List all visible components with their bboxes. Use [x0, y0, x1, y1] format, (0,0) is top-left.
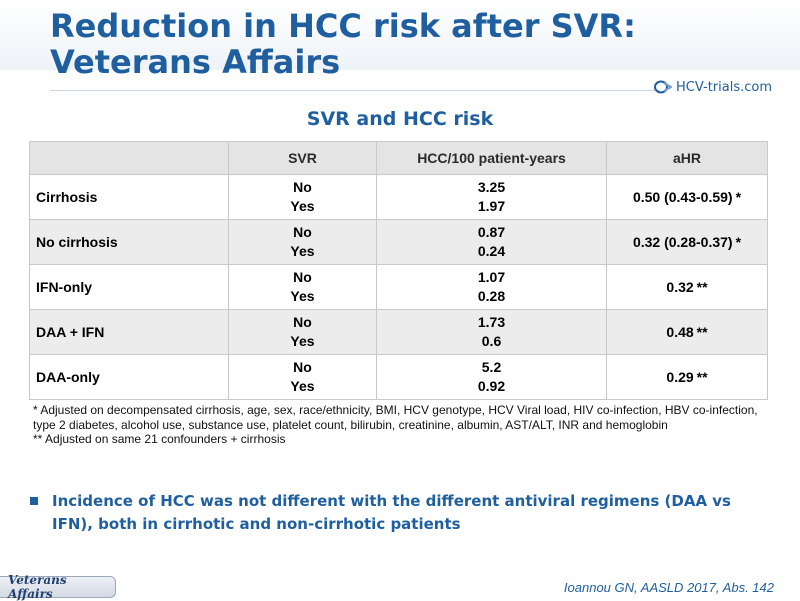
- hcc-svr: 0.92: [477, 378, 506, 394]
- ahr-value: 0.32 (0.28-0.37): [632, 234, 733, 250]
- hcc-no-svr: 1.73: [477, 314, 506, 330]
- row-label: IFN-only: [29, 264, 229, 310]
- hcc-no-svr: 5.2: [481, 359, 502, 375]
- hcc-no-svr: 1.07: [477, 269, 506, 285]
- footnote-2: ** Adjusted on same 21 confounders + cir…: [33, 432, 286, 446]
- row-label: No cirrhosis: [29, 219, 229, 265]
- svr-cell: No Yes: [228, 264, 377, 310]
- ahr-cell: 0.29 **: [606, 354, 768, 400]
- ahr-value: 0.29: [666, 369, 694, 385]
- svr-no: No: [293, 224, 312, 240]
- hcc-svr: 0.6: [481, 333, 502, 349]
- svr-cell: No Yes: [228, 354, 377, 400]
- table-header-row: SVR HCC/100 patient-years aHR: [29, 141, 768, 175]
- hcc-svr: 0.24: [477, 243, 506, 259]
- ahr-value: 0.32: [666, 279, 694, 295]
- hcc-svr: 0.28: [477, 288, 506, 304]
- table-heading: SVR and HCC risk: [306, 108, 494, 130]
- footnotes: * Adjusted on decompensated cirrhosis, a…: [33, 403, 763, 447]
- row-label: DAA + IFN: [29, 309, 229, 355]
- ahr-footnote-mark: **: [696, 279, 708, 295]
- row-label: DAA-only: [29, 354, 229, 400]
- hcc-svr: 1.97: [477, 198, 506, 214]
- square-bullet-icon: [30, 497, 38, 505]
- title-divider: [50, 90, 660, 91]
- table-row: IFN-only No Yes 1.07 0.28 0.32 **: [29, 264, 768, 310]
- ahr-cell: 0.50 (0.43-0.59) *: [606, 174, 768, 220]
- page-title: Reduction in HCC risk after SVR: Veteran…: [50, 8, 750, 80]
- table-row: DAA + IFN No Yes 1.73 0.6 0.48 **: [29, 309, 768, 355]
- svr-no: No: [293, 179, 312, 195]
- hcc-cell: 1.73 0.6: [376, 309, 607, 355]
- header-svr: SVR: [228, 141, 377, 175]
- ahr-cell: 0.32 **: [606, 264, 768, 310]
- svr-yes: Yes: [290, 333, 315, 349]
- svr-cell: No Yes: [228, 309, 377, 355]
- row-label: Cirrhosis: [29, 174, 229, 220]
- ahr-cell: 0.48 **: [606, 309, 768, 355]
- svr-yes: Yes: [290, 243, 315, 259]
- hcv-trials-logo-icon: [654, 80, 673, 94]
- citation: Ioannou GN, AASLD 2017, Abs. 142: [563, 580, 774, 595]
- logo-text: HCV-trials.com: [676, 79, 772, 95]
- hcc-cell: 3.25 1.97: [376, 174, 607, 220]
- ahr-footnote-mark: *: [735, 189, 742, 205]
- hcc-no-svr: 3.25: [477, 179, 506, 195]
- ahr-footnote-mark: *: [735, 234, 742, 250]
- ahr-footnote-mark: **: [696, 324, 708, 340]
- hcc-risk-table: SVR HCC/100 patient-years aHR Cirrhosis …: [29, 141, 768, 400]
- footnote-1: * Adjusted on decompensated cirrhosis, a…: [33, 403, 758, 432]
- hcc-no-svr: 0.87: [477, 224, 506, 240]
- ahr-cell: 0.32 (0.28-0.37) *: [606, 219, 768, 265]
- svr-yes: Yes: [290, 198, 315, 214]
- ahr-footnote-mark: **: [696, 369, 708, 385]
- header-ahr: aHR: [606, 141, 768, 175]
- hcc-cell: 5.2 0.92: [376, 354, 607, 400]
- hcc-cell: 1.07 0.28: [376, 264, 607, 310]
- hcc-cell: 0.87 0.24: [376, 219, 607, 265]
- table-row: Cirrhosis No Yes 3.25 1.97 0.50 (0.43-0.…: [29, 174, 768, 220]
- brand-logo: HCV-trials.com: [654, 76, 772, 98]
- header-hcc-rate: HCC/100 patient-years: [376, 141, 607, 175]
- svr-yes: Yes: [290, 288, 315, 304]
- svr-no: No: [293, 269, 312, 285]
- section-badge: Veterans Affairs: [0, 573, 116, 601]
- svr-no: No: [293, 359, 312, 375]
- ahr-value: 0.50 (0.43-0.59): [632, 189, 733, 205]
- title-band: [0, 0, 800, 70]
- key-finding-text: Incidence of HCC was not different with …: [52, 492, 731, 533]
- page-title-line-2: Veterans Affairs: [50, 43, 341, 81]
- key-finding: Incidence of HCC was not different with …: [30, 490, 770, 536]
- svr-yes: Yes: [290, 378, 315, 394]
- ahr-value: 0.48: [666, 324, 694, 340]
- svr-cell: No Yes: [228, 219, 377, 265]
- table-row: DAA-only No Yes 5.2 0.92 0.29 **: [29, 354, 768, 400]
- table-row: No cirrhosis No Yes 0.87 0.24 0.32 (0.28…: [29, 219, 768, 265]
- page-title-line-1: Reduction in HCC risk after SVR:: [50, 7, 636, 45]
- header-blank: [29, 141, 229, 175]
- svr-cell: No Yes: [228, 174, 377, 220]
- svr-no: No: [293, 314, 312, 330]
